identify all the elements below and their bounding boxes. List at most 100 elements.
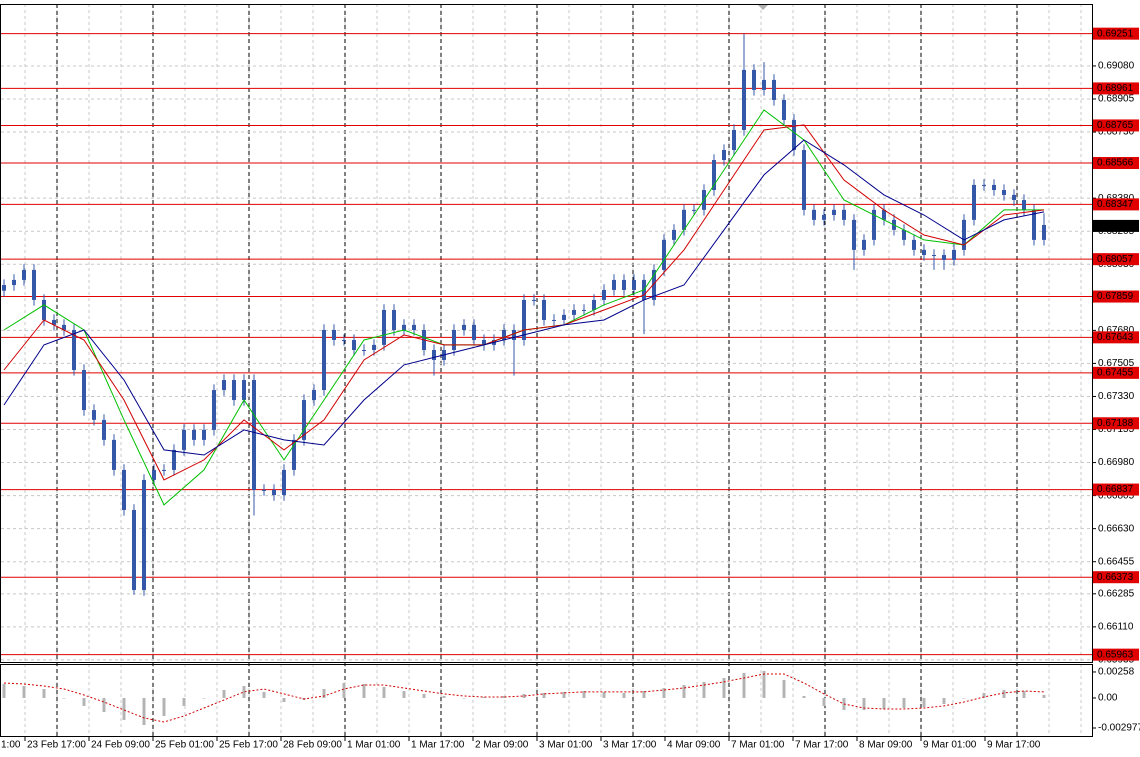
y-tick-label: 0.66110: [1098, 622, 1134, 633]
candle-body: [162, 469, 166, 471]
candle-body: [472, 324, 476, 340]
y-tick-label: 0.68730: [1098, 127, 1135, 138]
candle-body: [842, 209, 846, 220]
level-label: 0.67643: [1097, 332, 1134, 343]
candle-body: [462, 324, 466, 330]
candle-body: [172, 449, 176, 470]
candle-body: [802, 149, 806, 210]
candle-body: [992, 184, 996, 191]
candle-body: [202, 429, 206, 440]
candle-body: [982, 184, 986, 186]
candle-body: [692, 209, 696, 211]
x-tick-label: 1 Mar 17:00: [411, 740, 465, 751]
macd-bar: [1022, 691, 1026, 698]
level-label-box: [1093, 483, 1139, 496]
candle-body: [1022, 200, 1026, 210]
level-label-box: [1093, 82, 1139, 95]
candle-body: [632, 279, 636, 290]
level-label-box: [1093, 27, 1139, 40]
x-tick-label: 8 Mar 09:00: [859, 740, 913, 751]
y-tick-label: 0.68905: [1098, 94, 1135, 105]
macd-bar: [62, 697, 66, 699]
level-label-box: [1093, 253, 1139, 266]
macd-tick-label: 0.00258: [1098, 667, 1135, 678]
candle-body: [932, 254, 936, 256]
candle-body: [372, 344, 376, 350]
candle-body: [612, 279, 616, 290]
candle-body: [652, 269, 656, 300]
level-label: 0.68961: [1097, 83, 1134, 94]
level-label: 0.65963: [1097, 649, 1134, 660]
candle-body: [762, 79, 766, 90]
candle-body: [82, 370, 86, 411]
candle-body: [572, 309, 576, 315]
macd-bar: [202, 697, 206, 699]
macd-bar: [102, 697, 106, 712]
macd-bar: [882, 697, 886, 709]
macd-bar: [742, 672, 746, 698]
candle-body: [922, 249, 926, 255]
macd-bar: [482, 696, 486, 698]
candle-body: [682, 209, 686, 230]
candle-body: [92, 410, 96, 420]
candle-body: [672, 229, 676, 240]
y-tick-label: 0.67330: [1098, 391, 1135, 402]
macd-bar: [22, 685, 26, 698]
macd-bar: [1042, 694, 1046, 698]
candle-body: [852, 219, 856, 250]
candle-body: [232, 380, 236, 401]
macd-bar: [602, 691, 606, 698]
macd-bar: [922, 697, 926, 707]
candle-body: [962, 219, 966, 250]
candle-body: [222, 380, 226, 391]
macd-bar: [902, 697, 906, 708]
y-tick-label: 0.68380: [1098, 193, 1135, 204]
macd-bar: [1002, 690, 1006, 698]
candle-body: [1042, 224, 1046, 240]
level-label: 0.67455: [1097, 367, 1134, 378]
levels: [1, 33, 1092, 656]
candle-body: [352, 339, 356, 350]
macd-bar: [562, 691, 566, 698]
candle-body: [132, 509, 136, 591]
shift-marker: [758, 5, 768, 10]
level-label-box: [1093, 417, 1139, 430]
macd-bar: [982, 692, 986, 698]
y-tick-label: 0.66630: [1098, 523, 1135, 534]
candle-body: [52, 319, 56, 325]
candle-body: [62, 324, 66, 330]
macd-bar: [702, 681, 706, 698]
level-label: 0.68057: [1097, 254, 1134, 265]
level-label: 0.68347: [1097, 199, 1134, 210]
y-tick-label: 0.66455: [1098, 556, 1135, 567]
candle-body: [252, 380, 256, 490]
macd-bar: [42, 689, 46, 698]
candle-body: [752, 69, 756, 90]
level-label-box: [1093, 331, 1139, 344]
level-label-box: [1093, 571, 1139, 584]
level-label: 0.66837: [1097, 484, 1134, 495]
candle-body: [662, 239, 666, 270]
candle-body: [182, 429, 186, 450]
candle-body: [522, 299, 526, 340]
candle-body: [952, 249, 956, 260]
candle-body: [622, 279, 626, 290]
candle-body: [332, 329, 336, 340]
level-label: 0.67859: [1097, 291, 1134, 302]
level-label: 0.66373: [1097, 572, 1134, 583]
moving-average: [3, 139, 1045, 456]
candle-body: [192, 429, 196, 440]
macd-bar: [862, 697, 866, 710]
candle-body: [272, 489, 276, 496]
candle-body: [142, 479, 146, 591]
macd-bar: [622, 692, 626, 698]
candle-body: [602, 289, 606, 300]
macd-bar: [462, 697, 466, 699]
y-tick-label: 0.67155: [1098, 424, 1135, 435]
macd-bar: [582, 691, 586, 698]
grid: [1, 4, 1092, 737]
macd-bar: [802, 695, 806, 698]
macd-bar: [122, 697, 126, 720]
macd-bar: [762, 670, 766, 698]
y-tick-label: 0.69080: [1098, 61, 1135, 72]
